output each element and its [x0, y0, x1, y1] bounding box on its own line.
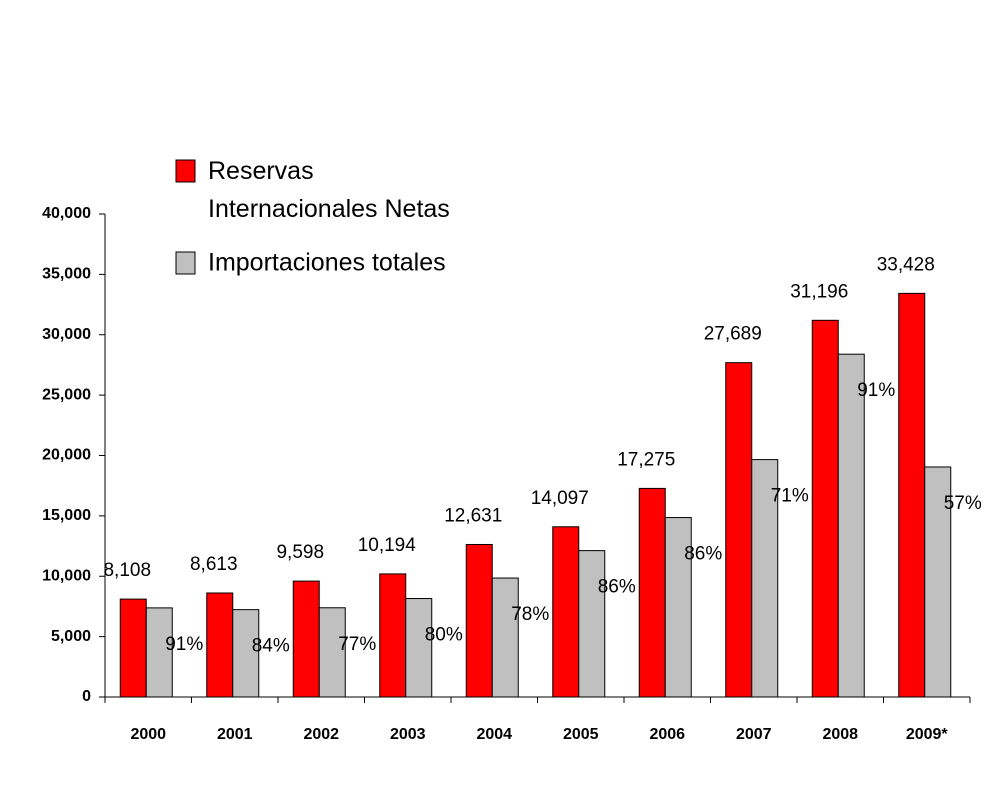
- y-tick-label: 15,000: [42, 507, 91, 524]
- bar: [924, 466, 952, 698]
- y-tick-label: 35,000: [42, 266, 91, 283]
- y-tick-label: 40,000: [42, 205, 91, 222]
- y-tick-label: 5,000: [51, 628, 91, 645]
- value-label: 27,689: [704, 324, 762, 345]
- ratio-label: 84%: [252, 636, 290, 657]
- bar: [232, 609, 260, 698]
- bar: [119, 598, 147, 698]
- legend-label: Importaciones totales: [208, 249, 446, 277]
- x-tick-label: 2003: [390, 726, 426, 743]
- ratio-label: 91%: [165, 634, 203, 655]
- bar: [379, 573, 407, 698]
- y-tick-label: 0: [82, 688, 91, 705]
- x-tick-label: 2007: [736, 726, 772, 743]
- bar: [837, 353, 865, 698]
- legend-swatch: [175, 159, 196, 183]
- ratio-label: 91%: [857, 380, 895, 401]
- y-tick-label: 30,000: [42, 326, 91, 343]
- bar: [206, 592, 234, 698]
- ratio-label: 80%: [425, 625, 463, 646]
- x-tick-label: 2000: [130, 726, 166, 743]
- ratio-label: 86%: [598, 577, 636, 598]
- x-tick-label: 2004: [476, 726, 512, 743]
- bar: [898, 292, 926, 698]
- y-tick-label: 25,000: [42, 386, 91, 403]
- value-label: 33,428: [877, 254, 935, 275]
- value-label: 10,194: [358, 535, 417, 556]
- ratio-label: 86%: [684, 544, 722, 565]
- x-tick-label: 2001: [217, 726, 253, 743]
- ratio-label: 77%: [338, 634, 376, 655]
- bar: [725, 362, 753, 698]
- bar: [811, 319, 839, 698]
- y-tick-label: 10,000: [42, 567, 91, 584]
- value-label: 14,097: [531, 488, 589, 509]
- value-label: 8,108: [103, 560, 151, 581]
- bar: [405, 598, 433, 698]
- bar: [578, 550, 606, 698]
- legend-label: Reservas Internacionales Netas: [208, 157, 450, 223]
- bar: [638, 487, 666, 698]
- bar: [465, 543, 493, 698]
- value-label: 9,598: [276, 542, 324, 563]
- ratio-label: 78%: [511, 604, 549, 625]
- y-tick-label: 20,000: [42, 447, 91, 464]
- bar: [318, 607, 346, 698]
- bar: [145, 607, 173, 698]
- x-tick-label: 2006: [649, 726, 685, 743]
- value-label: 17,275: [617, 449, 675, 470]
- bar: [292, 580, 320, 698]
- x-tick-label: 2005: [563, 726, 599, 743]
- value-label: 31,196: [790, 281, 848, 302]
- x-tick-label: 2009*: [906, 726, 949, 743]
- value-label: 8,613: [190, 554, 238, 575]
- x-tick-label: 2002: [303, 726, 339, 743]
- bar: [552, 526, 580, 698]
- ratio-label: 71%: [771, 486, 809, 507]
- x-tick-label: 2008: [822, 726, 858, 743]
- bar: [491, 577, 519, 698]
- value-label: 12,631: [444, 505, 502, 526]
- legend-swatch: [175, 251, 196, 275]
- bar: [664, 517, 692, 698]
- ratio-label: 57%: [944, 493, 982, 514]
- bar: [751, 459, 779, 698]
